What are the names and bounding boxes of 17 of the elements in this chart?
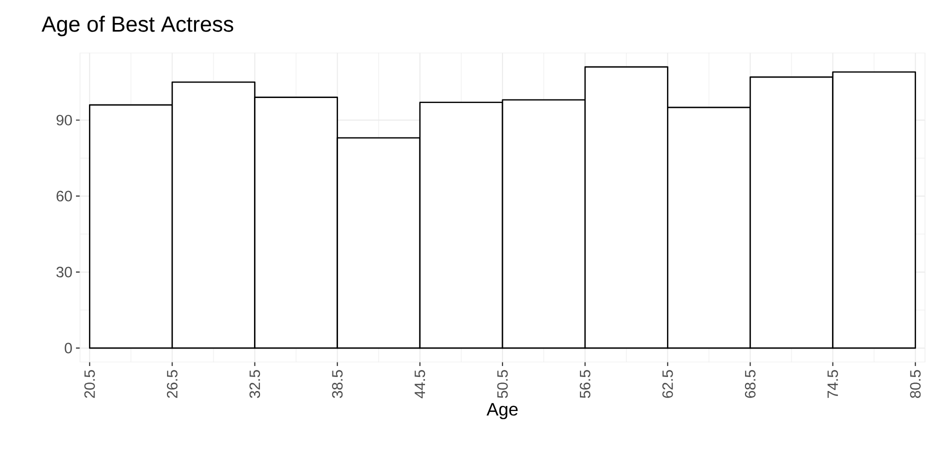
x-tick-label: 38.5 [332,370,343,398]
y-tick-label: 60 [56,190,72,202]
x-axis-title: Age [486,403,518,420]
y-tick-label: 90 [56,114,72,126]
x-tick-label: 68.5 [744,370,756,398]
y-tick-label: 30 [56,266,72,278]
chart-title: Age of Best Actress [42,16,234,36]
x-tick-label: 20.5 [84,370,95,398]
y-tick-label: 0 [64,342,72,354]
x-tick-label: 44.5 [414,370,426,398]
x-tick-label: 32.5 [249,370,260,398]
x-tick-label: 80.5 [910,370,921,398]
x-tick-label: 26.5 [166,370,178,398]
x-tick-label: 62.5 [662,370,673,398]
x-tick-label: 74.5 [828,370,838,398]
x-tick-label: 56.5 [580,370,590,398]
x-tick-label: 50.5 [497,370,508,398]
